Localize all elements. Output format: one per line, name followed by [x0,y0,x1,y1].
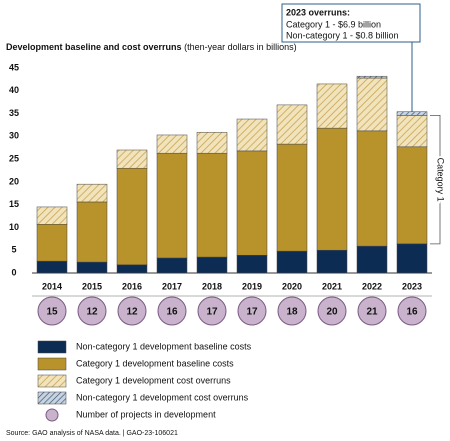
y-tick-label: 15 [9,199,19,209]
x-tick-label: 2020 [282,281,302,291]
project-count: 16 [406,307,418,318]
bar-segment [396,146,428,245]
project-circle [237,296,267,326]
project-circle [197,296,227,326]
bar-segment [36,206,68,225]
bar-segment [236,150,268,256]
bar-segment [76,183,108,203]
y-tick-label: 10 [9,222,19,232]
x-tick-label: 2018 [202,281,222,291]
y-tick-label: 5 [11,245,16,255]
bar-segment [316,127,348,251]
bar-segment [316,83,348,129]
bar-segment [316,249,348,274]
bar-segment [156,152,188,259]
y-tick-label: 0 [11,267,16,277]
project-circle [357,296,387,326]
legend-label: Category 1 development cost overruns [76,375,231,385]
x-tick-label: 2016 [122,281,142,291]
y-tick-label: 25 [9,153,19,163]
project-circle [157,296,187,326]
y-tick-label: 20 [9,176,19,186]
x-tick-label: 2022 [362,281,382,291]
legend-label: Number of projects in development [76,409,216,419]
bar-segment [356,77,388,132]
bar-segment [196,131,228,154]
bar-segment [36,260,68,274]
callout-line: Category 1 - $6.9 billion [286,19,381,29]
project-circle [77,296,107,326]
bar-segment [116,264,148,274]
y-tick-label: 35 [9,108,19,118]
bar-segment [276,143,308,252]
chart-title: Development baseline and cost overruns (… [6,42,297,52]
project-count: 16 [166,307,178,318]
y-tick-label: 40 [9,85,19,95]
bar-segment [196,152,228,258]
bar-segment [236,254,268,274]
legend-swatch [45,408,59,422]
project-count: 12 [86,307,98,318]
bar-segment [356,75,388,79]
bar-segment [156,257,188,274]
project-count: 17 [206,307,218,318]
project-count: 17 [246,307,258,318]
project-circle [317,296,347,326]
x-tick-label: 2014 [42,281,62,291]
project-count: 12 [126,307,138,318]
legend-swatch [37,391,67,405]
bar-segment [236,118,268,152]
bar-segment [36,224,68,262]
bar-segment [76,261,108,274]
bar-segment [116,167,148,266]
bar-segment [116,149,148,169]
legend-label: Category 1 development baseline costs [76,358,234,368]
project-circle [37,296,67,326]
x-tick-label: 2019 [242,281,262,291]
project-count: 18 [286,307,298,318]
legend-label: Non-category 1 development baseline cost… [76,341,252,351]
bracket-label: Category 1 [436,158,446,202]
source: Source: GAO analysis of NASA data. | GAO… [6,430,178,437]
x-tick-label: 2015 [82,281,102,291]
project-count: 21 [366,307,378,318]
bar-segment [156,134,188,154]
legend-swatch [37,340,67,354]
bar-segment [276,104,308,145]
bar-segment [396,111,428,116]
y-tick-label: 30 [9,131,19,141]
callout-line: Non-category 1 - $0.8 billion [286,30,399,40]
bar-segment [76,201,108,263]
legend-swatch [37,374,67,388]
project-circle [397,296,427,326]
callout-title: 2023 overruns: [286,7,350,17]
bar-segment [356,245,388,274]
x-tick-label: 2021 [322,281,342,291]
callout-box [281,3,421,43]
legend-swatch [37,357,67,371]
title: Development baseline and cost overruns [6,42,182,52]
bar-segment [196,256,228,274]
y-tick-label: 45 [9,62,19,72]
project-circle [117,296,147,326]
subtitle: (then-year dollars in billions) [184,42,297,52]
bracket [430,114,441,245]
project-count: 15 [46,307,58,318]
bar-segment [276,250,308,274]
callout: 2023 overruns: Category 1 - $6.9 billionN… [281,3,421,43]
project-circle [277,296,307,326]
bar-segment [396,115,428,148]
legend-label: Non-category 1 development cost overruns [76,392,249,402]
x-tick-label: 2017 [162,281,182,291]
project-count: 20 [326,307,338,318]
bar-segment [396,243,428,274]
x-tick-label: 2023 [402,281,422,291]
bar-segment [356,130,388,247]
